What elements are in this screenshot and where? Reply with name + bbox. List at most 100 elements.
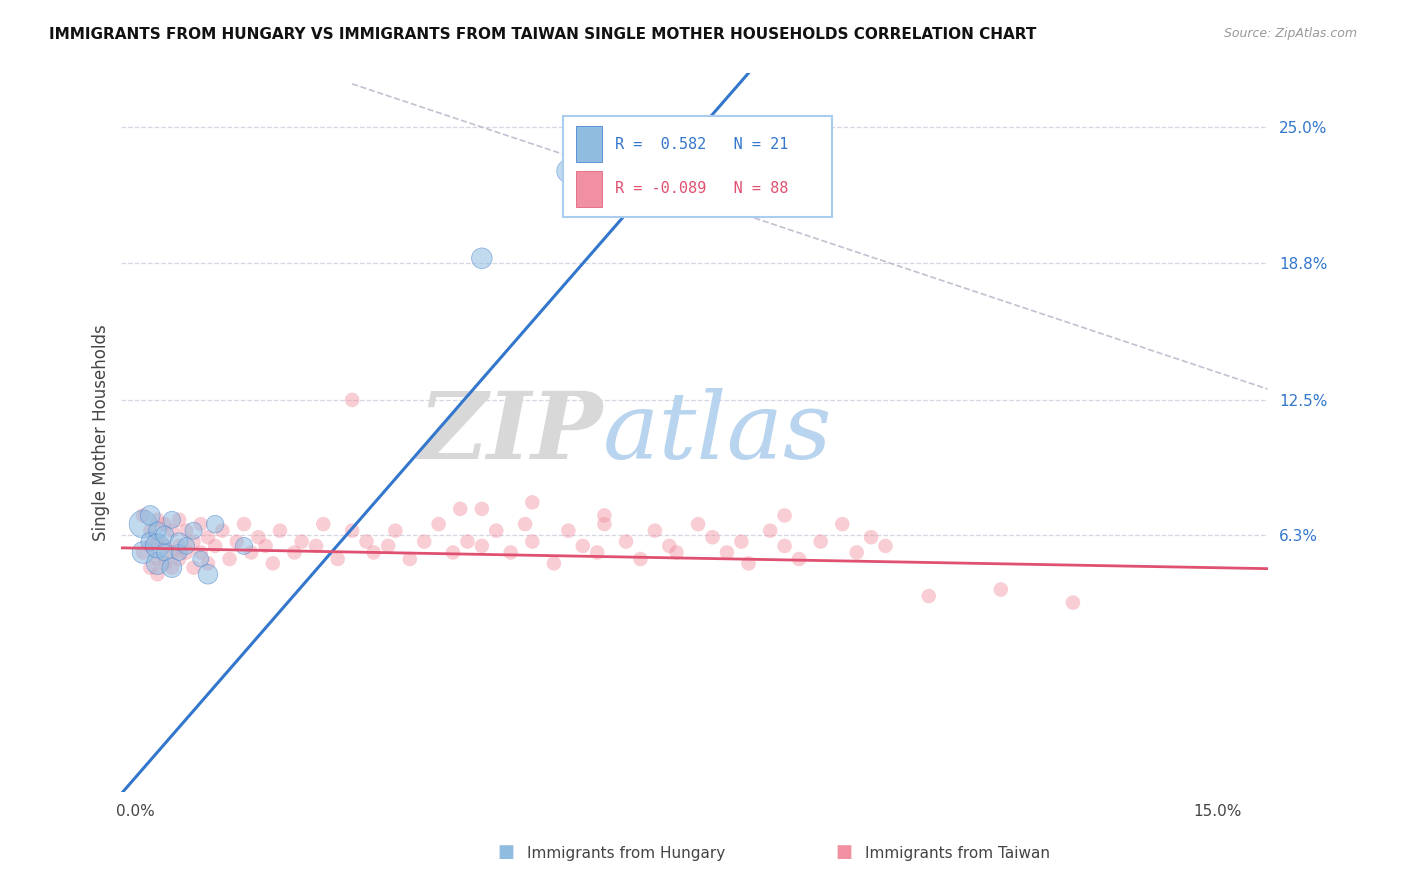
Point (773, 508, 796, 523)
Point (160, 560, 183, 574)
Point (160, 560, 183, 574)
Point (737, 557, 759, 571)
Point (810, 534, 832, 549)
Point (557, 164, 579, 178)
Point (132, 508, 155, 523)
Point (160, 513, 183, 527)
Point (773, 539, 796, 553)
Point (471, 501, 494, 516)
Point (197, 567, 219, 582)
Point (291, 534, 314, 549)
Point (153, 528, 176, 542)
Point (139, 539, 162, 553)
Point (398, 552, 420, 566)
Point (831, 517, 853, 532)
Point (254, 539, 277, 553)
Bar (562, 116, 832, 217)
Point (471, 539, 494, 553)
Text: IMMIGRANTS FROM HUNGARY VS IMMIGRANTS FROM TAIWAN SINGLE MOTHER HOUSEHOLDS CORRE: IMMIGRANTS FROM HUNGARY VS IMMIGRANTS FR… (49, 27, 1036, 42)
Point (218, 552, 240, 566)
Point (190, 552, 212, 566)
Point (593, 517, 616, 532)
Point (204, 539, 226, 553)
Point (197, 530, 219, 544)
Point (139, 508, 162, 523)
Bar (576, 127, 602, 162)
Point (233, 539, 256, 553)
Point (630, 552, 652, 566)
Point (167, 545, 190, 559)
Point (499, 545, 522, 559)
Point (730, 534, 752, 549)
Point (146, 534, 169, 549)
Point (449, 501, 471, 516)
Point (139, 524, 162, 538)
Point (233, 517, 256, 532)
Point (356, 534, 378, 549)
Point (262, 557, 284, 571)
Point (845, 545, 868, 559)
Point (190, 517, 212, 532)
Point (153, 517, 176, 532)
Point (363, 545, 385, 559)
Point (146, 552, 169, 566)
Point (160, 545, 183, 559)
Point (167, 539, 190, 553)
Point (190, 545, 212, 559)
Point (413, 534, 436, 549)
Point (1062, 596, 1084, 610)
Point (759, 524, 782, 538)
Point (197, 557, 219, 571)
Point (471, 252, 494, 266)
Point (139, 560, 162, 574)
Point (522, 534, 544, 549)
Point (183, 560, 205, 574)
Text: ■: ■ (835, 843, 852, 861)
Point (377, 539, 399, 553)
Text: R = -0.089   N = 88: R = -0.089 N = 88 (616, 181, 789, 196)
Text: Immigrants from Hungary: Immigrants from Hungary (527, 846, 725, 861)
Point (702, 530, 724, 544)
Point (153, 545, 176, 559)
Point (326, 552, 349, 566)
Point (153, 557, 176, 571)
Point (593, 508, 616, 523)
Text: Immigrants from Taiwan: Immigrants from Taiwan (865, 846, 1050, 861)
Point (614, 534, 637, 549)
Point (269, 524, 291, 538)
Point (183, 524, 205, 538)
Y-axis label: Single Mother Households: Single Mother Households (93, 324, 110, 541)
Point (176, 539, 198, 553)
Point (167, 534, 190, 549)
Point (860, 530, 883, 544)
Point (132, 545, 155, 559)
Point (167, 552, 190, 566)
Point (204, 517, 226, 532)
Point (225, 534, 247, 549)
Point (787, 552, 810, 566)
Point (513, 517, 536, 532)
Text: ■: ■ (498, 843, 515, 861)
Point (146, 539, 169, 553)
Point (688, 517, 710, 532)
Point (247, 530, 270, 544)
Point (340, 524, 363, 538)
Point (485, 524, 508, 538)
Point (176, 524, 198, 538)
Point (305, 539, 328, 553)
Point (146, 567, 169, 582)
Point (716, 545, 738, 559)
Point (557, 524, 579, 538)
Bar (576, 170, 602, 207)
Text: ZIP: ZIP (419, 388, 603, 477)
Point (132, 545, 155, 559)
Point (146, 557, 169, 571)
Point (183, 534, 205, 549)
Point (586, 545, 609, 559)
Point (665, 545, 688, 559)
Point (658, 539, 681, 553)
Point (543, 557, 565, 571)
Point (456, 534, 478, 549)
Point (427, 517, 450, 532)
Point (146, 524, 169, 538)
